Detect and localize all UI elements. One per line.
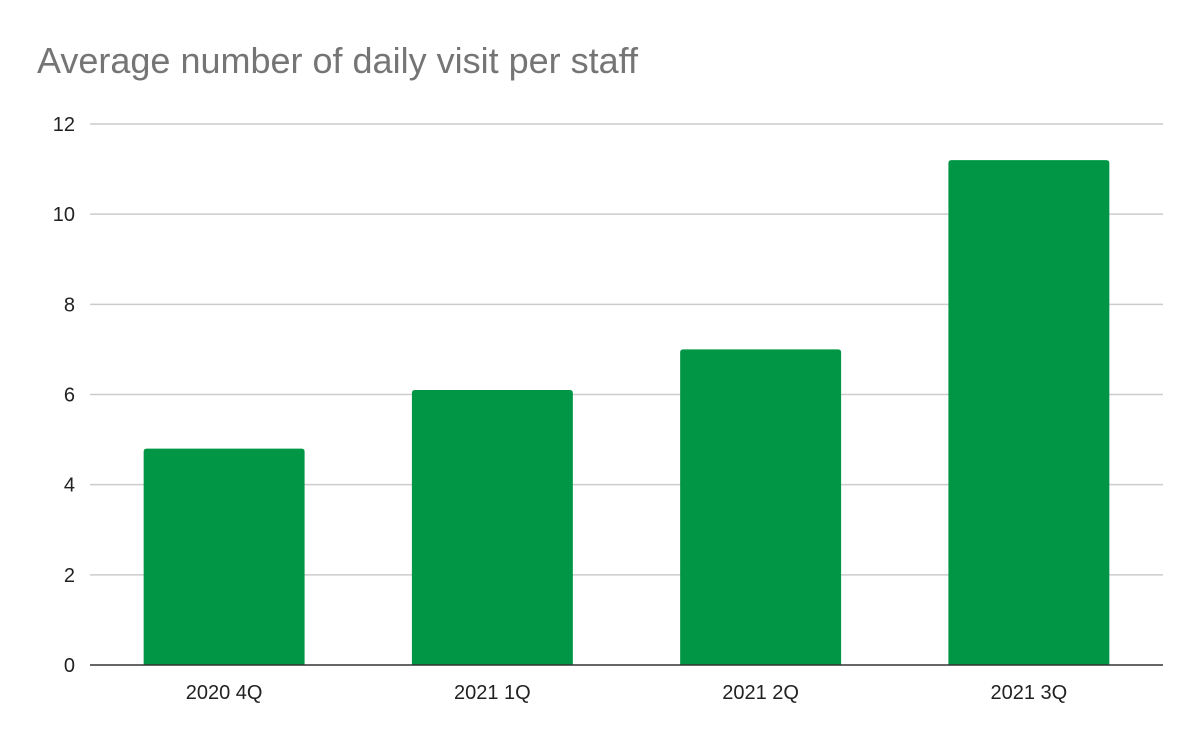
x-tick-label: 2020 4Q: [186, 682, 263, 704]
y-tick-label: 0: [64, 655, 75, 677]
x-tick-label: 2021 2Q: [722, 682, 799, 704]
y-tick-label: 6: [64, 385, 75, 407]
y-tick-label: 4: [64, 475, 75, 497]
x-tick-label: 2021 1Q: [454, 682, 531, 704]
chart-title: Average number of daily visit per staff: [37, 40, 638, 81]
bar: [680, 349, 842, 665]
bars: [143, 160, 1110, 666]
bar: [143, 448, 305, 665]
y-tick-label: 8: [64, 294, 75, 316]
y-tick-label: 12: [53, 114, 75, 136]
bar: [411, 389, 573, 665]
x-axis-ticks: 2020 4Q 2021 1Q 2021 2Q 2021 3Q: [186, 682, 1067, 704]
y-tick-label: 2: [64, 565, 75, 587]
y-tick-label: 10: [53, 204, 75, 226]
y-axis-ticks: 0 2 4 6 8 10 12: [53, 114, 75, 677]
bar: [948, 160, 1110, 666]
x-tick-label: 2021 3Q: [991, 682, 1068, 704]
